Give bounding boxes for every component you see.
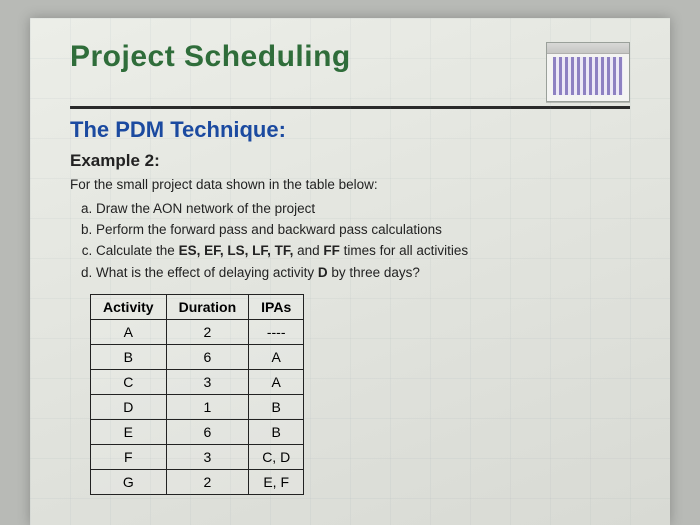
cell-duration: 3	[166, 444, 249, 469]
qd-prefix: What is the effect of delaying activity	[96, 265, 318, 280]
question-list: Draw the AON network of the project Perf…	[70, 200, 630, 282]
qc-bold2: FF	[323, 243, 340, 258]
cell-ipas: A	[249, 344, 304, 369]
qd-suffix: by three days?	[328, 265, 420, 280]
qd-bold: D	[318, 265, 328, 280]
qc-prefix: Calculate the	[96, 243, 179, 258]
table-body: A 2 ---- B 6 A C 3 A D 1 B E 6 B	[91, 319, 304, 494]
subtitle: The PDM Technique:	[70, 117, 630, 143]
cell-ipas: A	[249, 369, 304, 394]
question-a: Draw the AON network of the project	[96, 200, 630, 218]
title-row: Project Scheduling	[70, 40, 630, 102]
cell-duration: 3	[166, 369, 249, 394]
page-title: Project Scheduling	[70, 40, 351, 74]
cell-activity: C	[91, 369, 167, 394]
title-rule	[70, 106, 630, 109]
table-row: D 1 B	[91, 394, 304, 419]
table-row: B 6 A	[91, 344, 304, 369]
slide-page: Project Scheduling The PDM Technique: Ex…	[30, 18, 670, 525]
col-activity: Activity	[91, 294, 167, 319]
cell-ipas: B	[249, 394, 304, 419]
chart-thumbnail-icon	[546, 42, 630, 102]
table-row: E 6 B	[91, 419, 304, 444]
cell-activity: G	[91, 469, 167, 494]
cell-duration: 2	[166, 319, 249, 344]
question-c: Calculate the ES, EF, LS, LF, TF, and FF…	[96, 242, 630, 260]
cell-ipas: B	[249, 419, 304, 444]
col-ipas: IPAs	[249, 294, 304, 319]
qc-suffix: times for all activities	[340, 243, 468, 258]
cell-activity: A	[91, 319, 167, 344]
qc-mid: and	[293, 243, 323, 258]
cell-duration: 6	[166, 344, 249, 369]
cell-ipas: ----	[249, 319, 304, 344]
question-b: Perform the forward pass and backward pa…	[96, 221, 630, 239]
cell-duration: 1	[166, 394, 249, 419]
cell-ipas: E, F	[249, 469, 304, 494]
cell-activity: E	[91, 419, 167, 444]
intro-text: For the small project data shown in the …	[70, 177, 630, 192]
table-row: F 3 C, D	[91, 444, 304, 469]
example-label: Example 2:	[70, 151, 630, 171]
qc-bold: ES, EF, LS, LF, TF,	[179, 243, 294, 258]
cell-activity: D	[91, 394, 167, 419]
table-row: A 2 ----	[91, 319, 304, 344]
table-row: G 2 E, F	[91, 469, 304, 494]
cell-duration: 6	[166, 419, 249, 444]
cell-activity: B	[91, 344, 167, 369]
cell-ipas: C, D	[249, 444, 304, 469]
table-header-row: Activity Duration IPAs	[91, 294, 304, 319]
cell-duration: 2	[166, 469, 249, 494]
col-duration: Duration	[166, 294, 249, 319]
cell-activity: F	[91, 444, 167, 469]
question-d: What is the effect of delaying activity …	[96, 264, 630, 282]
table-row: C 3 A	[91, 369, 304, 394]
activity-table: Activity Duration IPAs A 2 ---- B 6 A C …	[90, 294, 304, 495]
